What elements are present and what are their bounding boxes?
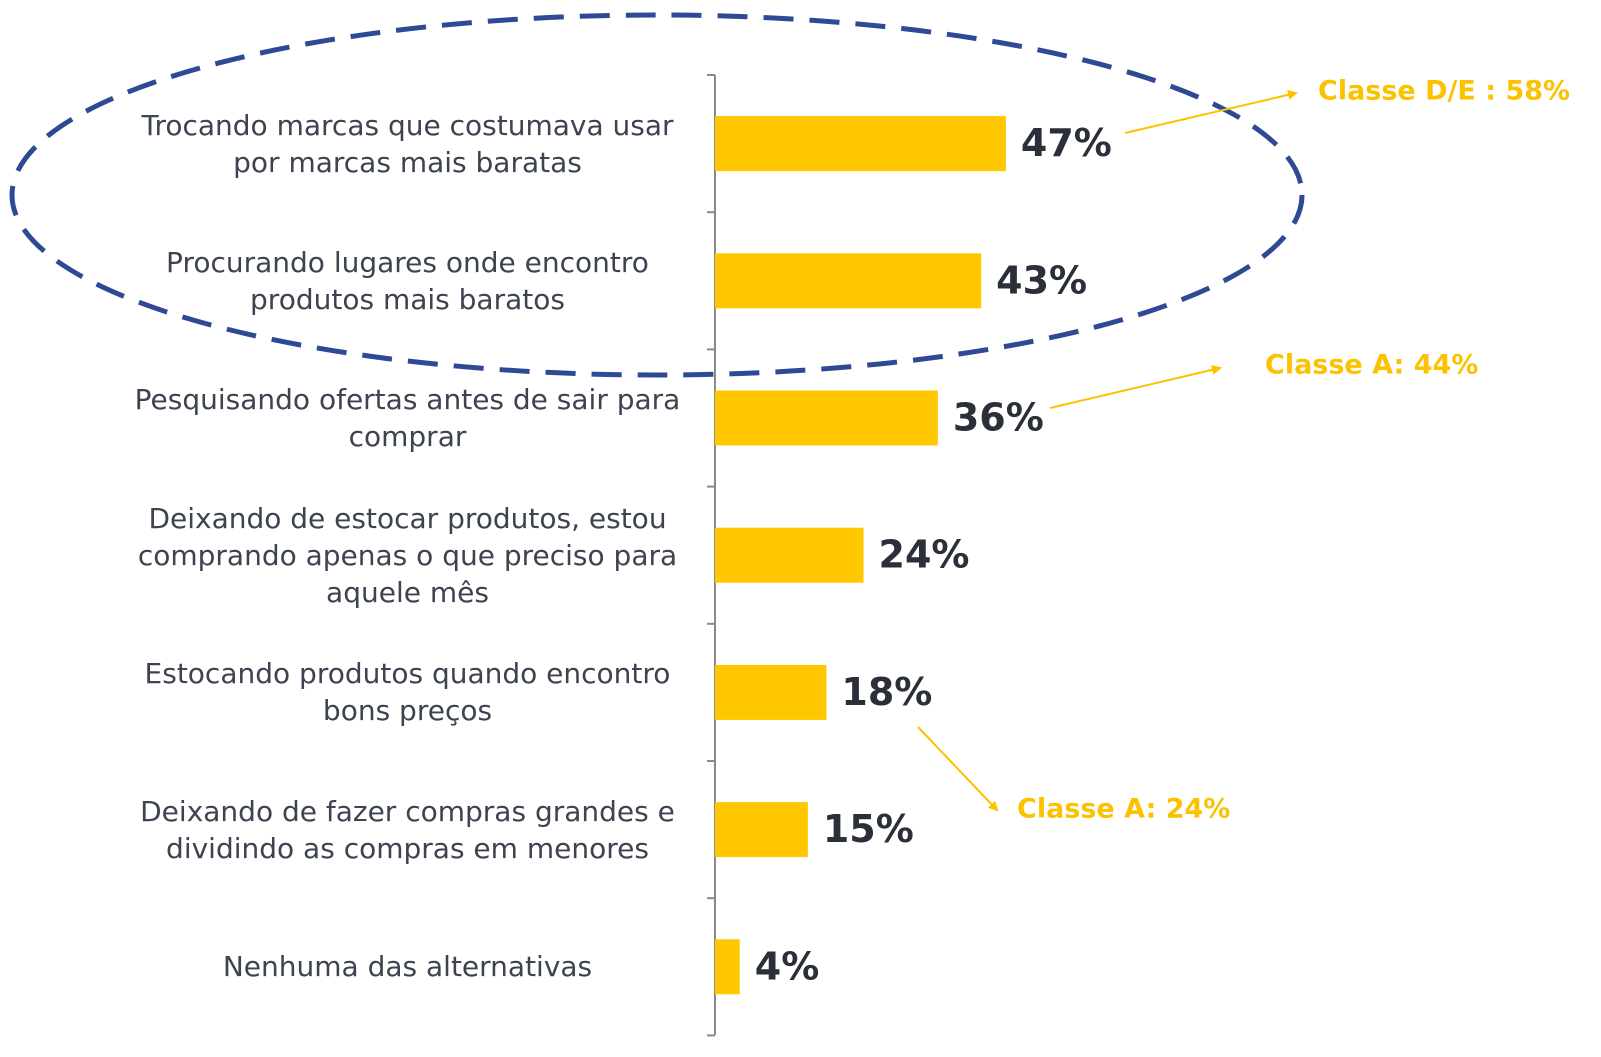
bar [715, 391, 938, 446]
arrow [1125, 93, 1296, 133]
annotation: Classe A: 24% [1017, 794, 1230, 825]
value-label: 36% [953, 396, 1044, 440]
bar [715, 665, 826, 720]
value-label: 4% [755, 944, 820, 988]
category-label: Procurando lugares onde encontro produto… [120, 212, 695, 349]
annotation: Classe D/E : 58% [1318, 76, 1570, 107]
category-label: Trocando marcas que costumava usar por m… [120, 75, 695, 212]
value-label: 24% [879, 533, 970, 577]
annotation: Classe A: 44% [1265, 350, 1478, 381]
arrow [918, 727, 997, 810]
value-label: 47% [1021, 121, 1112, 165]
category-label: Nenhuma das alternativas [120, 898, 695, 1035]
category-label: Pesquisando ofertas antes de sair para c… [120, 349, 695, 486]
value-label: 18% [841, 670, 932, 714]
bar [715, 939, 740, 994]
arrow [1050, 368, 1220, 408]
value-label: 15% [823, 807, 914, 851]
bar [715, 802, 808, 857]
category-label: Deixando de fazer compras grandes e divi… [120, 761, 695, 898]
page: 47% 43% 36% 24% 18% 15% 4% Classe D/E : 58% Clas… [0, 0, 1601, 1057]
value-label: 43% [996, 258, 1087, 302]
bar [715, 253, 981, 308]
category-label: Deixando de estocar produtos, estou comp… [120, 487, 695, 624]
bar [715, 528, 864, 583]
bar [715, 116, 1006, 171]
category-label: Estocando produtos quando encontro bons … [120, 624, 695, 761]
